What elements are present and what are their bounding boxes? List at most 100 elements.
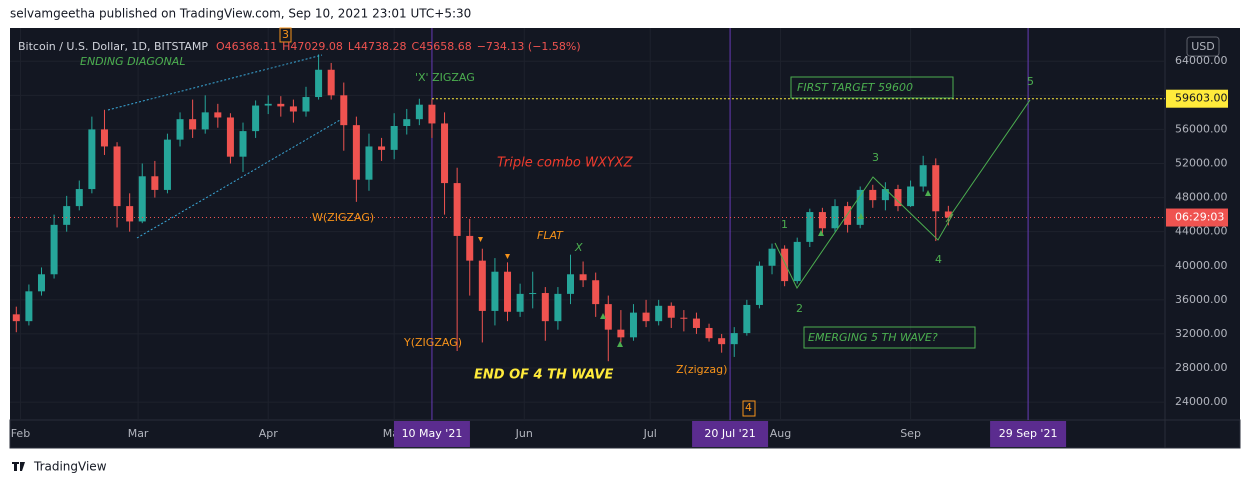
annotation: Triple combo WXYXZ [497, 156, 634, 171]
candle-body [415, 104, 423, 120]
x-tick-label: Jun [515, 427, 533, 440]
candle-body [37, 274, 45, 292]
y-tick-label: 52000.00 [1175, 156, 1228, 169]
candle-body [566, 274, 574, 294]
candle-body [352, 125, 360, 180]
y-tick-label: 36000.00 [1175, 293, 1228, 306]
candle-body [453, 183, 461, 236]
candle-body [743, 304, 751, 334]
wave-label: 3 [872, 151, 879, 164]
candle-body [50, 224, 58, 275]
candle-body [189, 119, 197, 130]
candle-body [894, 189, 902, 207]
candle-body [604, 304, 612, 330]
candle-body [781, 248, 789, 282]
candle-body [844, 206, 852, 225]
candle-body [441, 123, 449, 184]
annotation: FLAT [537, 229, 564, 242]
date-marker-box [990, 421, 1067, 447]
annotation: END OF 4 TH WAVE [474, 368, 613, 383]
candle-body [214, 112, 222, 118]
x-tick-label: Feb [11, 427, 30, 440]
wave-label: 5 [1027, 75, 1034, 88]
annotation: W(ZIGZAG) [312, 211, 374, 224]
note-box [742, 400, 756, 417]
y-tick-label: 64000.00 [1175, 54, 1228, 67]
candle-body [491, 271, 499, 311]
currency: USD [1191, 40, 1215, 53]
x-tick-label: Sep [900, 427, 921, 440]
candle-body [63, 206, 71, 225]
diagonal-line [136, 119, 341, 239]
annotation: Z(zigzag) [676, 363, 727, 376]
candle-body [126, 206, 134, 222]
candle-body [730, 333, 738, 345]
candle-body [932, 165, 940, 212]
candle-body [327, 69, 335, 96]
marker [478, 237, 510, 259]
note-box [803, 326, 976, 349]
candle-body [264, 103, 272, 106]
candle-body [692, 318, 700, 328]
x-tick-label: Jul [643, 427, 657, 440]
candle-body [642, 312, 650, 322]
candle-body [226, 117, 234, 157]
candle-body [315, 69, 323, 98]
candle-body [869, 189, 877, 201]
candle-body [201, 112, 209, 130]
date-marker-box [393, 421, 470, 447]
candle-body [289, 106, 297, 112]
annotation: EMERGING 5 TH WAVE? [808, 331, 938, 344]
target-tag [1166, 89, 1228, 108]
candle-body [277, 103, 285, 107]
x-tick-label: Apr [259, 427, 279, 440]
candle-body [75, 189, 83, 207]
candle-body [629, 312, 637, 338]
logo [12, 462, 25, 471]
wave-label: 2 [796, 302, 803, 315]
candle-body [252, 105, 260, 132]
candle-body [25, 291, 33, 322]
candle-body [529, 293, 537, 295]
candle-body [579, 274, 587, 281]
candle-body [138, 176, 146, 222]
x-tick-label: Aug [770, 427, 791, 440]
candle-body [340, 95, 348, 126]
note-box [279, 27, 292, 43]
candle-body [428, 104, 436, 124]
y-tick-label: 44000.00 [1175, 225, 1228, 238]
date-marker-label: 20 Jul '21 [704, 427, 755, 440]
candle-body [755, 265, 763, 305]
y-tick-label: 24000.00 [1175, 395, 1228, 408]
candle-body [378, 146, 386, 150]
candle-body [705, 327, 713, 339]
candle-body [113, 146, 121, 207]
candle-body [88, 129, 96, 190]
annotation: FIRST TARGET 59600 [797, 81, 913, 94]
target-tag-label: 59603.00 [1175, 92, 1228, 105]
annotation: 'X' ZIGZAG [415, 71, 475, 84]
candle-body [881, 189, 889, 201]
x-tick-label: Mar [128, 427, 149, 440]
countdown-label: 06:29:03 [1175, 211, 1224, 224]
wave-label: 4 [745, 401, 752, 414]
y-tick-label: 48000.00 [1175, 191, 1228, 204]
annotation: ENDING DIAGONAL [80, 55, 185, 68]
date-marker-label: 10 May '21 [402, 427, 463, 440]
currency-box [1186, 36, 1220, 57]
candle-body [12, 314, 20, 322]
candle-body [151, 176, 159, 190]
note-box [790, 76, 954, 99]
wave-line [774, 176, 954, 289]
candle-body [944, 211, 952, 218]
drawings [107, 27, 1031, 417]
wave-label: 4 [935, 253, 942, 266]
candle-body [390, 126, 398, 150]
candle-body [856, 189, 864, 225]
brand: TradingView [33, 460, 107, 474]
countdown-tag [1166, 208, 1228, 227]
candle-body [617, 329, 625, 338]
annotation: X [574, 241, 583, 254]
candle-body [504, 271, 512, 312]
